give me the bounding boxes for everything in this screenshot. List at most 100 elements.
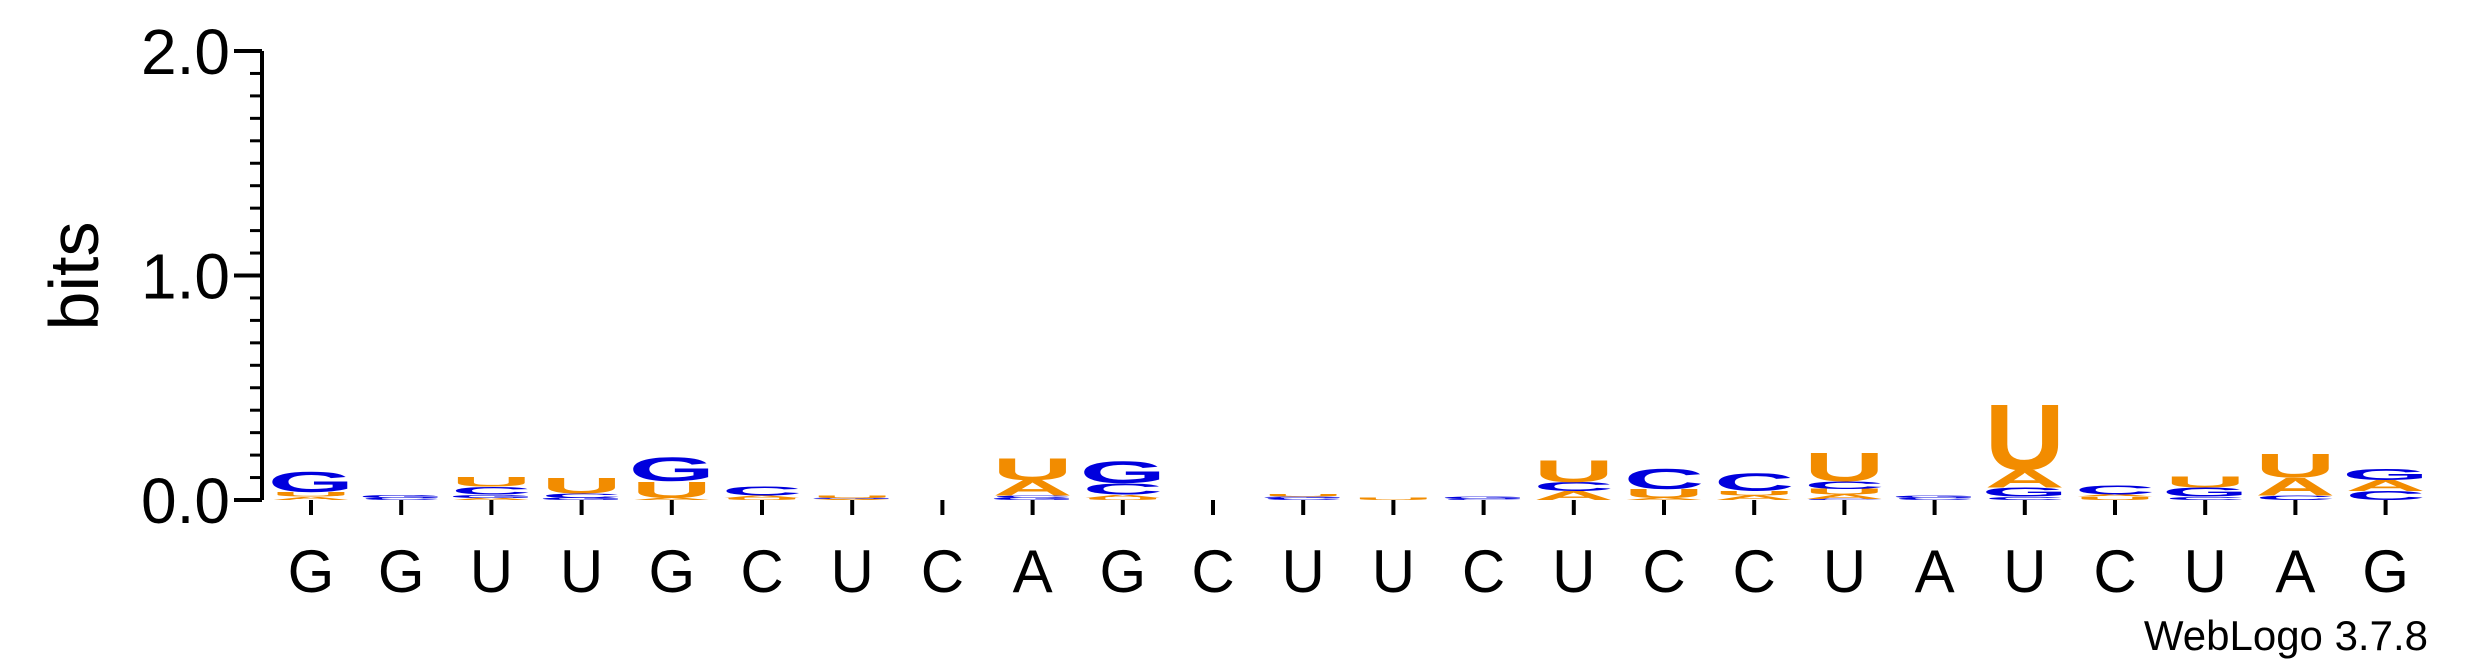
x-tick-label: U xyxy=(560,538,603,605)
logo-letter: U xyxy=(1714,490,1794,497)
logo-letter: U xyxy=(1083,497,1163,501)
logo-letter: C xyxy=(2345,489,2425,503)
y-tick-label: 0.0 xyxy=(141,465,230,537)
logo-letter: A xyxy=(1534,489,1614,503)
x-tick-label: U xyxy=(1552,538,1595,605)
logo-letter: C xyxy=(2165,496,2245,501)
y-tick-label: 1.0 xyxy=(141,241,230,313)
logo-letter: C xyxy=(2255,494,2335,501)
logo-letter: U xyxy=(1263,494,1343,498)
logo-letter: A xyxy=(1804,493,1884,500)
logo-letter: A xyxy=(632,497,712,501)
x-tick-label: G xyxy=(2362,538,2409,605)
logo-letter: A xyxy=(1714,494,1794,501)
x-tick-label: U xyxy=(2184,538,2227,605)
logo-letter: C xyxy=(1443,499,1523,501)
x-tick-label: C xyxy=(1642,538,1685,605)
weblogo-credit: WebLogo 3.7.8 xyxy=(2144,612,2428,659)
logo-letter: G xyxy=(1440,496,1526,500)
y-axis: 0.0 1.0 2.0 xyxy=(141,16,264,537)
logo-letter: A xyxy=(1985,465,2065,493)
logo-letter: G xyxy=(809,497,895,499)
logo-letter: G xyxy=(2162,485,2248,499)
logo-letter: C xyxy=(992,495,1072,499)
logo-letter: U xyxy=(2255,447,2335,485)
x-tick-label: U xyxy=(470,538,513,605)
logo-letter: U xyxy=(632,477,712,503)
logo-letter: G xyxy=(538,497,624,501)
logo-letter: C xyxy=(1083,480,1163,498)
x-tick-label: G xyxy=(288,538,335,605)
logo-letter: U xyxy=(1804,487,1884,496)
logo-letter: U xyxy=(1985,385,2065,490)
logo-letter: A xyxy=(812,499,892,501)
logo-letter: U xyxy=(451,474,531,490)
logo-letter: U xyxy=(1534,454,1614,489)
logo-letter: C xyxy=(1263,497,1343,501)
logo-letter: A xyxy=(2345,477,2425,495)
logo-letter: G xyxy=(629,450,715,488)
logo-letter: C xyxy=(451,485,531,497)
logo-letter: G xyxy=(1982,485,2068,499)
logo-letter: C xyxy=(1804,499,1884,501)
logo-letter: U xyxy=(2165,473,2245,491)
logo-letter: U xyxy=(812,495,892,499)
logo-letter: A xyxy=(2075,494,2155,498)
y-axis-label: bits xyxy=(35,222,113,331)
logo-letter: A xyxy=(992,476,1072,500)
logo-letter: U xyxy=(992,452,1072,487)
logo-letter: C xyxy=(1714,469,1794,497)
y-tick-label: 2.0 xyxy=(141,16,230,88)
logo-letter: G xyxy=(1260,496,1346,498)
x-tick-label: C xyxy=(1733,538,1776,605)
logo-letter: G xyxy=(1080,455,1166,490)
x-tick-label: G xyxy=(648,538,695,605)
logo-letter: C xyxy=(541,492,621,499)
x-tick-label: U xyxy=(2003,538,2046,605)
logo-letter: U xyxy=(271,491,351,498)
x-tick-label: C xyxy=(740,538,783,605)
x-tick-label: U xyxy=(1823,538,1866,605)
logo-letter: G xyxy=(358,494,444,499)
logo-letter: C xyxy=(1624,464,1704,495)
x-tick-label: A xyxy=(2275,538,2315,605)
logo-letter: C xyxy=(1534,480,1614,494)
x-tick-label: A xyxy=(1915,538,1955,605)
logo-letter: A xyxy=(1624,497,1704,501)
logo-letter: A xyxy=(271,496,351,501)
x-tick-label: U xyxy=(1372,538,1415,605)
x-tick-label: A xyxy=(1013,538,1053,605)
x-tick-label: G xyxy=(1099,538,1146,605)
x-tick-label: C xyxy=(1462,538,1505,605)
logo-letter: U xyxy=(1804,444,1884,490)
x-tick-label: C xyxy=(1191,538,1234,605)
logo-letter: A xyxy=(451,497,531,501)
logo-letter: C xyxy=(1985,496,2065,501)
logo-letter: G xyxy=(448,494,534,499)
logo-letter: C xyxy=(722,484,802,498)
logo-letter: U xyxy=(722,497,802,501)
logo-letter: U xyxy=(1353,497,1433,501)
logo-letter: U xyxy=(1624,486,1704,500)
x-tick-label: G xyxy=(378,538,425,605)
logo-letter: C xyxy=(361,497,441,501)
logo-letter: G xyxy=(2342,466,2428,484)
logo-letter: C xyxy=(1804,479,1884,491)
x-tick-label: C xyxy=(2093,538,2136,605)
logo-letter: A xyxy=(1083,494,1163,499)
logo-letter: U xyxy=(541,474,621,498)
logo-letter: A xyxy=(2255,473,2335,501)
logo-letter: A xyxy=(722,495,802,499)
logo-letter: G xyxy=(268,467,354,498)
x-tick-label: C xyxy=(921,538,964,605)
x-tick-label: U xyxy=(1282,538,1325,605)
logo-letter: G xyxy=(1891,495,1977,499)
logo-letter: C xyxy=(2075,483,2155,497)
logo-letter: G xyxy=(989,497,1075,501)
logo-letter: U xyxy=(2075,496,2155,501)
x-tick-label: U xyxy=(831,538,874,605)
logo-letter: C xyxy=(1894,497,1974,501)
